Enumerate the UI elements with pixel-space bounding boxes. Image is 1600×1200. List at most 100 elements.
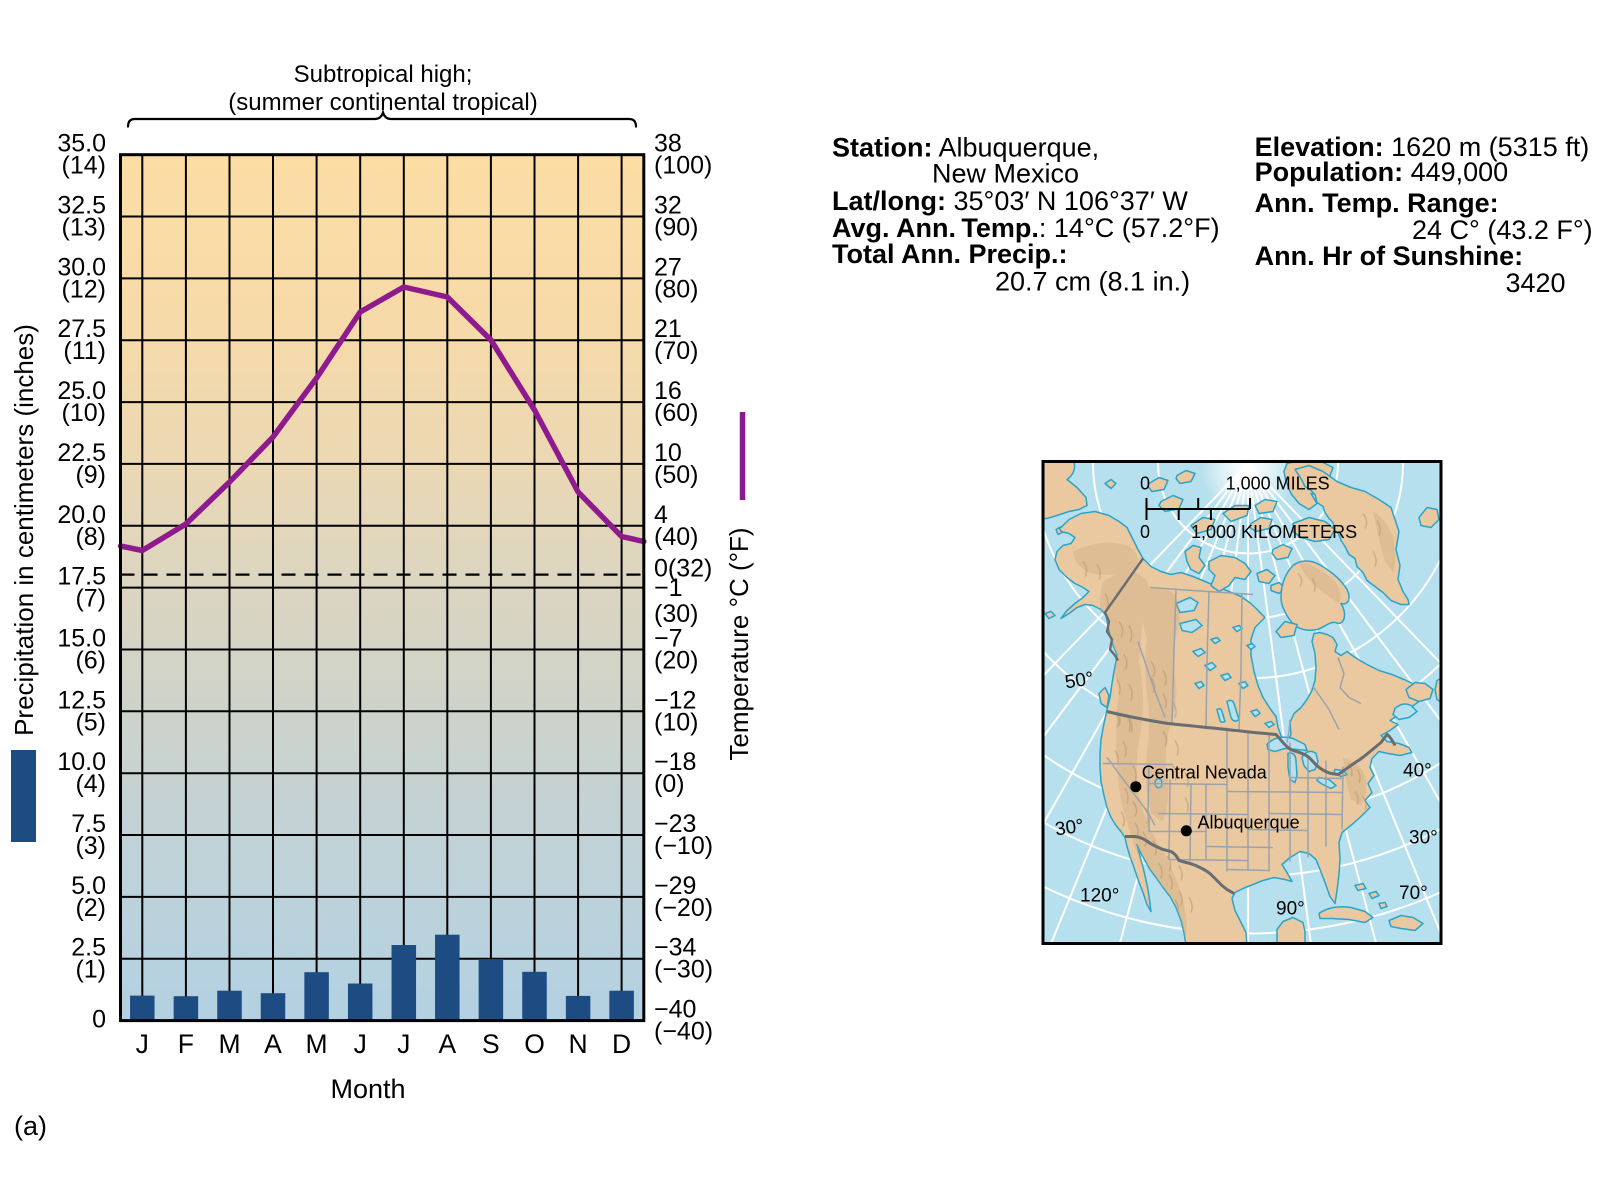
svg-text:(12): (12) xyxy=(62,275,106,303)
svg-text:(40): (40) xyxy=(654,523,698,551)
svg-text:(2): (2) xyxy=(75,894,106,922)
svg-text:(4): (4) xyxy=(75,770,106,798)
svg-text:30°: 30° xyxy=(1054,816,1085,841)
svg-text:Month: Month xyxy=(330,1074,405,1104)
svg-text:Precipitation in centimeters (: Precipitation in centimeters (inches) xyxy=(9,324,39,736)
svg-text:(11): (11) xyxy=(63,337,106,365)
svg-text:32.5: 32.5 xyxy=(57,192,106,220)
svg-text:Ann. Hr of Sunshine:: Ann. Hr of Sunshine: xyxy=(1255,241,1523,271)
svg-text:M: M xyxy=(218,1029,240,1059)
svg-text:12.5: 12.5 xyxy=(57,686,106,714)
svg-text:10: 10 xyxy=(654,439,682,467)
svg-text:(−20): (−20) xyxy=(654,894,713,922)
svg-text:F: F xyxy=(178,1029,194,1059)
svg-text:(70): (70) xyxy=(654,337,698,365)
svg-text:Station: Albuquerque,: Station: Albuquerque, xyxy=(832,133,1099,163)
svg-text:120°: 120° xyxy=(1080,886,1119,907)
svg-text:M: M xyxy=(306,1029,328,1059)
svg-text:−12: −12 xyxy=(654,686,696,714)
svg-text:New Mexico: New Mexico xyxy=(932,158,1079,188)
svg-text:A: A xyxy=(264,1029,282,1059)
svg-text:(6): (6) xyxy=(75,647,106,675)
svg-text:(9): (9) xyxy=(75,461,106,489)
svg-text:4: 4 xyxy=(654,501,668,529)
svg-text:−23: −23 xyxy=(654,810,696,838)
svg-text:(7): (7) xyxy=(75,585,106,613)
svg-text:Population: 449,000: Population: 449,000 xyxy=(1255,157,1509,187)
svg-text:16: 16 xyxy=(654,377,682,405)
svg-text:5.0: 5.0 xyxy=(71,872,106,900)
svg-text:20.0: 20.0 xyxy=(57,501,106,529)
svg-text:−34: −34 xyxy=(654,934,697,962)
svg-text:Ann. Temp. Range:: Ann. Temp. Range: xyxy=(1255,188,1499,218)
svg-text:50°: 50° xyxy=(1063,668,1095,693)
svg-text:−40: −40 xyxy=(654,996,696,1024)
svg-text:38: 38 xyxy=(654,130,682,158)
svg-text:27: 27 xyxy=(654,253,682,281)
svg-text:17.5: 17.5 xyxy=(57,563,106,591)
svg-text:10.0: 10.0 xyxy=(57,748,106,776)
svg-text:32: 32 xyxy=(654,192,682,220)
svg-text:S: S xyxy=(482,1029,500,1059)
svg-text:Avg. Ann. Temp.: 14°C (57.2°F): Avg. Ann. Temp.: 14°C (57.2°F) xyxy=(832,213,1220,243)
svg-text:(100): (100) xyxy=(654,152,712,180)
svg-text:40°: 40° xyxy=(1403,761,1432,782)
svg-text:N: N xyxy=(569,1029,588,1059)
svg-text:(0): (0) xyxy=(654,770,685,798)
svg-text:0: 0 xyxy=(1140,474,1150,494)
svg-text:Subtropical high;: Subtropical high; xyxy=(294,61,473,88)
svg-text:(90): (90) xyxy=(654,214,698,242)
svg-text:(−10): (−10) xyxy=(654,832,713,860)
svg-text:30°: 30° xyxy=(1409,828,1438,849)
svg-text:Temperature °C (°F): Temperature °C (°F) xyxy=(724,527,754,760)
svg-text:70°: 70° xyxy=(1399,883,1428,904)
svg-text:3420: 3420 xyxy=(1506,268,1566,298)
svg-text:25.0: 25.0 xyxy=(57,377,106,405)
svg-text:−29: −29 xyxy=(654,872,696,900)
svg-text:1,000 KILOMETERS: 1,000 KILOMETERS xyxy=(1191,522,1357,542)
svg-text:(a): (a) xyxy=(14,1111,47,1141)
svg-text:O: O xyxy=(524,1029,545,1059)
svg-text:35.0: 35.0 xyxy=(57,130,106,158)
svg-text:(8): (8) xyxy=(75,523,106,551)
svg-text:(80): (80) xyxy=(654,275,698,303)
svg-text:(−30): (−30) xyxy=(654,956,713,984)
svg-text:(13): (13) xyxy=(62,214,106,242)
svg-text:A: A xyxy=(438,1029,456,1059)
svg-text:1,000 MILES: 1,000 MILES xyxy=(1226,474,1330,494)
svg-text:Elevation: 1620 m (5315 ft): Elevation: 1620 m (5315 ft) xyxy=(1255,132,1590,162)
svg-text:D: D xyxy=(612,1029,631,1059)
svg-text:(14): (14) xyxy=(62,152,106,180)
svg-text:15.0: 15.0 xyxy=(57,625,106,653)
svg-text:−7: −7 xyxy=(654,625,683,653)
svg-text:(5): (5) xyxy=(75,708,106,736)
svg-text:24 C° (43.2 F°): 24 C° (43.2 F°) xyxy=(1412,215,1593,245)
svg-text:0: 0 xyxy=(1140,522,1150,542)
svg-text:(1): (1) xyxy=(75,956,106,984)
svg-text:−1: −1 xyxy=(654,574,683,602)
svg-text:J: J xyxy=(136,1029,149,1059)
svg-text:27.5: 27.5 xyxy=(57,315,106,343)
svg-text:(20): (20) xyxy=(654,647,698,675)
svg-text:(10): (10) xyxy=(62,399,106,427)
svg-text:22.5: 22.5 xyxy=(57,439,106,467)
svg-text:−18: −18 xyxy=(654,748,696,776)
svg-text:0: 0 xyxy=(92,1006,106,1034)
svg-text:(10): (10) xyxy=(654,708,698,736)
svg-text:2.5: 2.5 xyxy=(71,934,106,962)
svg-text:(3): (3) xyxy=(75,832,106,860)
svg-text:Albuquerque: Albuquerque xyxy=(1198,812,1300,832)
svg-text:J: J xyxy=(354,1029,367,1059)
svg-text:Total Ann. Precip.:: Total Ann. Precip.: xyxy=(832,239,1068,269)
svg-text:Central Nevada: Central Nevada xyxy=(1142,762,1268,782)
svg-text:(50): (50) xyxy=(654,461,698,489)
svg-text:7.5: 7.5 xyxy=(71,810,106,838)
svg-text:J: J xyxy=(397,1029,410,1059)
svg-text:90°: 90° xyxy=(1276,899,1305,920)
svg-text:0(32): 0(32) xyxy=(654,555,712,583)
svg-text:(30): (30) xyxy=(654,600,698,628)
svg-text:21: 21 xyxy=(654,315,682,343)
svg-text:(−40): (−40) xyxy=(654,1018,713,1046)
svg-text:(60): (60) xyxy=(654,399,698,427)
svg-text:30.0: 30.0 xyxy=(57,253,106,281)
